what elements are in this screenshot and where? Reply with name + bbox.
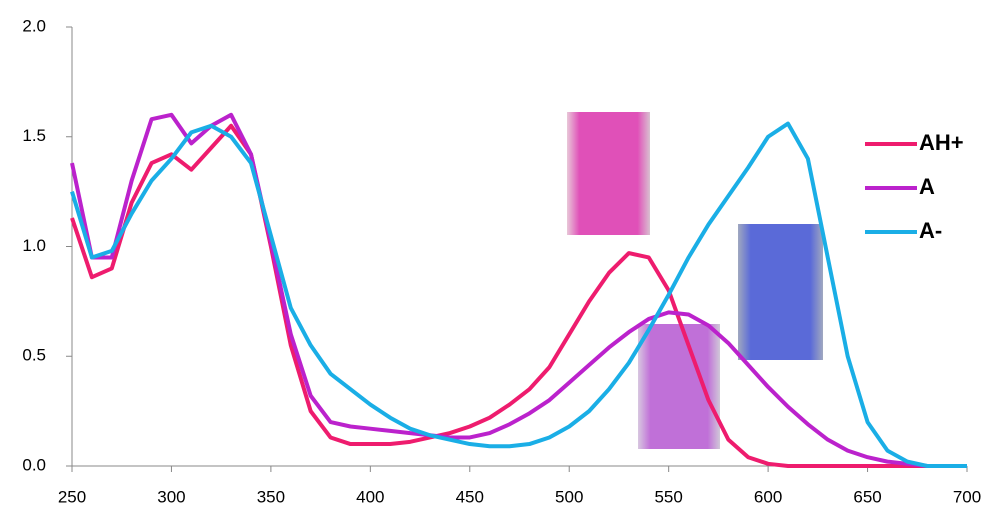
- cuvette-image: [638, 324, 720, 449]
- cuvette-image: [567, 112, 650, 235]
- series-line: [70, 121, 967, 468]
- x-tick-label: 400: [356, 487, 384, 506]
- legend-label: A-: [919, 218, 942, 243]
- legend-label: A: [919, 174, 935, 199]
- x-tick-label: 450: [456, 487, 484, 506]
- x-tick-label: 600: [754, 487, 782, 506]
- y-tick-label: 1.5: [22, 126, 46, 145]
- x-tick-label: 300: [157, 487, 185, 506]
- y-tick-label: 2.0: [22, 16, 46, 35]
- x-tick-label: 650: [853, 487, 881, 506]
- y-tick-label: 1.0: [22, 236, 46, 255]
- cuvette-image: [738, 224, 823, 360]
- x-tick-label: 350: [257, 487, 285, 506]
- x-tick-label: 700: [953, 487, 981, 506]
- y-tick-label: 0.5: [22, 346, 46, 365]
- series-line: [70, 112, 967, 468]
- y-tick-label: 0.0: [22, 455, 46, 474]
- x-tick-label: 500: [555, 487, 583, 506]
- series-line: [70, 123, 967, 468]
- x-tick-label: 550: [654, 487, 682, 506]
- legend-label: AH+: [919, 130, 964, 155]
- x-tick-label: 250: [58, 487, 86, 506]
